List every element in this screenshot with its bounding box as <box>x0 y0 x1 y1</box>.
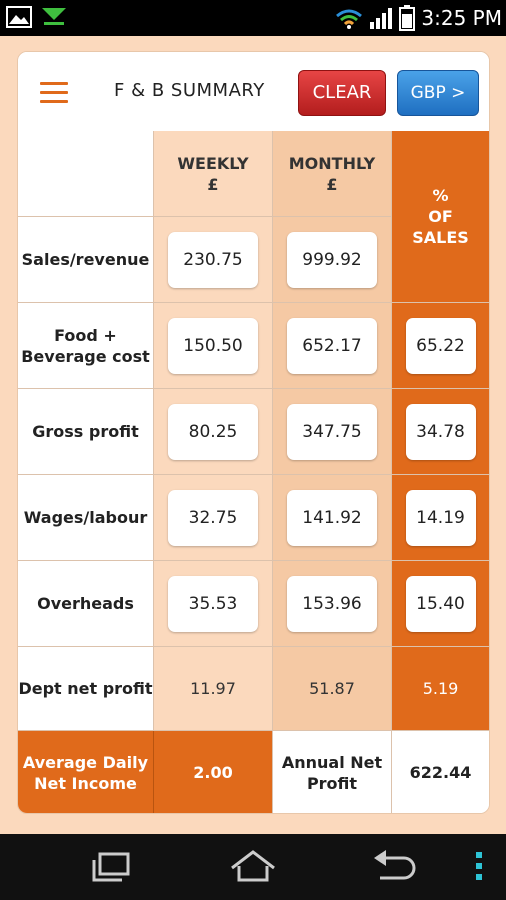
row-label-gross-profit: Gross profit <box>18 389 154 475</box>
annual-label-line2: Profit <box>306 773 358 793</box>
avg-label-line2: Net Income <box>34 773 137 793</box>
weekly-food-input[interactable]: 150.50 <box>168 317 258 374</box>
pct-cell-food: 65.22 <box>392 303 489 389</box>
monthly-header-label: MONTHLY <box>288 153 376 173</box>
monthly-header-unit: £ <box>326 174 338 194</box>
download-icon <box>42 8 66 25</box>
summary-table: WEEKLY £ MONTHLY £ % OF SALES Sales/reve… <box>18 131 489 813</box>
monthly-wages-input[interactable]: 141.92 <box>287 489 377 546</box>
weekly-cell-overheads: 35.53 <box>154 561 273 647</box>
row-label-food-line1: Food + <box>54 325 117 345</box>
monthly-food-input[interactable]: 652.17 <box>287 317 377 374</box>
weekly-column-header: WEEKLY £ <box>154 131 273 217</box>
monthly-gross-input[interactable]: 347.75 <box>287 403 377 460</box>
pct-overheads-value[interactable]: 15.40 <box>405 575 476 632</box>
avg-daily-net-income-value: 2.00 <box>154 731 273 813</box>
weekly-wages-input[interactable]: 32.75 <box>168 489 258 546</box>
pct-header-line3: SALES <box>412 228 469 247</box>
annual-net-profit-label: Annual Net Profit <box>273 731 392 813</box>
page-title: F & B SUMMARY <box>114 80 265 101</box>
monthly-column-header: MONTHLY £ <box>273 131 392 217</box>
pct-cell-wages: 14.19 <box>392 475 489 561</box>
signal-icon <box>370 8 393 29</box>
monthly-cell-sales: 999.92 <box>273 217 392 303</box>
weekly-header-label: WEEKLY <box>177 153 249 173</box>
weekly-cell-sales: 230.75 <box>154 217 273 303</box>
pct-header-line1: % <box>432 186 449 205</box>
weekly-cell-gross: 80.25 <box>154 389 273 475</box>
pct-cell-gross: 34.78 <box>392 389 489 475</box>
annual-net-profit-value: 622.44 <box>392 731 489 813</box>
pct-dept-net-value: 5.19 <box>392 647 489 731</box>
monthly-cell-wages: 141.92 <box>273 475 392 561</box>
recent-apps-icon[interactable] <box>90 846 136 886</box>
row-label-dept-net-profit: Dept net profit <box>18 647 154 731</box>
overflow-menu-icon[interactable] <box>472 846 486 886</box>
image-icon <box>6 6 32 28</box>
monthly-cell-overheads: 153.96 <box>273 561 392 647</box>
pct-gross-value[interactable]: 34.78 <box>405 403 476 460</box>
monthly-overheads-input[interactable]: 153.96 <box>287 575 377 632</box>
row-label-food-beverage: Food + Beverage cost <box>18 303 154 389</box>
back-icon[interactable] <box>370 846 418 886</box>
monthly-dept-net-value: 51.87 <box>273 647 392 731</box>
row-label-sales: Sales/revenue <box>18 217 154 303</box>
annual-label-line1: Annual Net <box>281 752 383 772</box>
battery-icon <box>399 5 416 31</box>
weekly-cell-wages: 32.75 <box>154 475 273 561</box>
weekly-dept-net-value: 11.97 <box>154 647 273 731</box>
avg-daily-net-income-label: Average Daily Net Income <box>18 731 154 813</box>
avg-label-line1: Average Daily <box>22 752 149 772</box>
navigation-bar <box>0 834 506 900</box>
clock: 3:25 PM <box>421 6 502 30</box>
row-label-overheads: Overheads <box>18 561 154 647</box>
pct-wages-value[interactable]: 14.19 <box>405 489 476 546</box>
percent-of-sales-header: % OF SALES <box>392 131 489 303</box>
monthly-cell-gross: 347.75 <box>273 389 392 475</box>
weekly-header-unit: £ <box>207 174 219 194</box>
home-icon[interactable] <box>228 846 278 886</box>
pct-food-value[interactable]: 65.22 <box>405 317 476 374</box>
empty-header-cell <box>18 131 154 217</box>
summary-card: F & B SUMMARY CLEAR GBP > WEEKLY £ MONTH… <box>17 51 490 814</box>
wifi-icon <box>336 9 363 29</box>
app-header: F & B SUMMARY CLEAR GBP > <box>18 52 489 132</box>
pct-header-line2: OF <box>428 207 453 226</box>
clear-button[interactable]: CLEAR <box>298 70 386 116</box>
row-label-wages: Wages/labour <box>18 475 154 561</box>
monthly-cell-food: 652.17 <box>273 303 392 389</box>
weekly-overheads-input[interactable]: 35.53 <box>168 575 258 632</box>
row-label-food-line2: Beverage cost <box>21 346 150 366</box>
weekly-gross-input[interactable]: 80.25 <box>168 403 258 460</box>
weekly-cell-food: 150.50 <box>154 303 273 389</box>
hamburger-menu-icon[interactable] <box>40 82 68 104</box>
weekly-sales-input[interactable]: 230.75 <box>168 231 258 288</box>
status-bar: 3:25 PM <box>0 0 506 36</box>
currency-button[interactable]: GBP > <box>397 70 479 116</box>
pct-cell-overheads: 15.40 <box>392 561 489 647</box>
monthly-sales-input[interactable]: 999.92 <box>287 231 377 288</box>
